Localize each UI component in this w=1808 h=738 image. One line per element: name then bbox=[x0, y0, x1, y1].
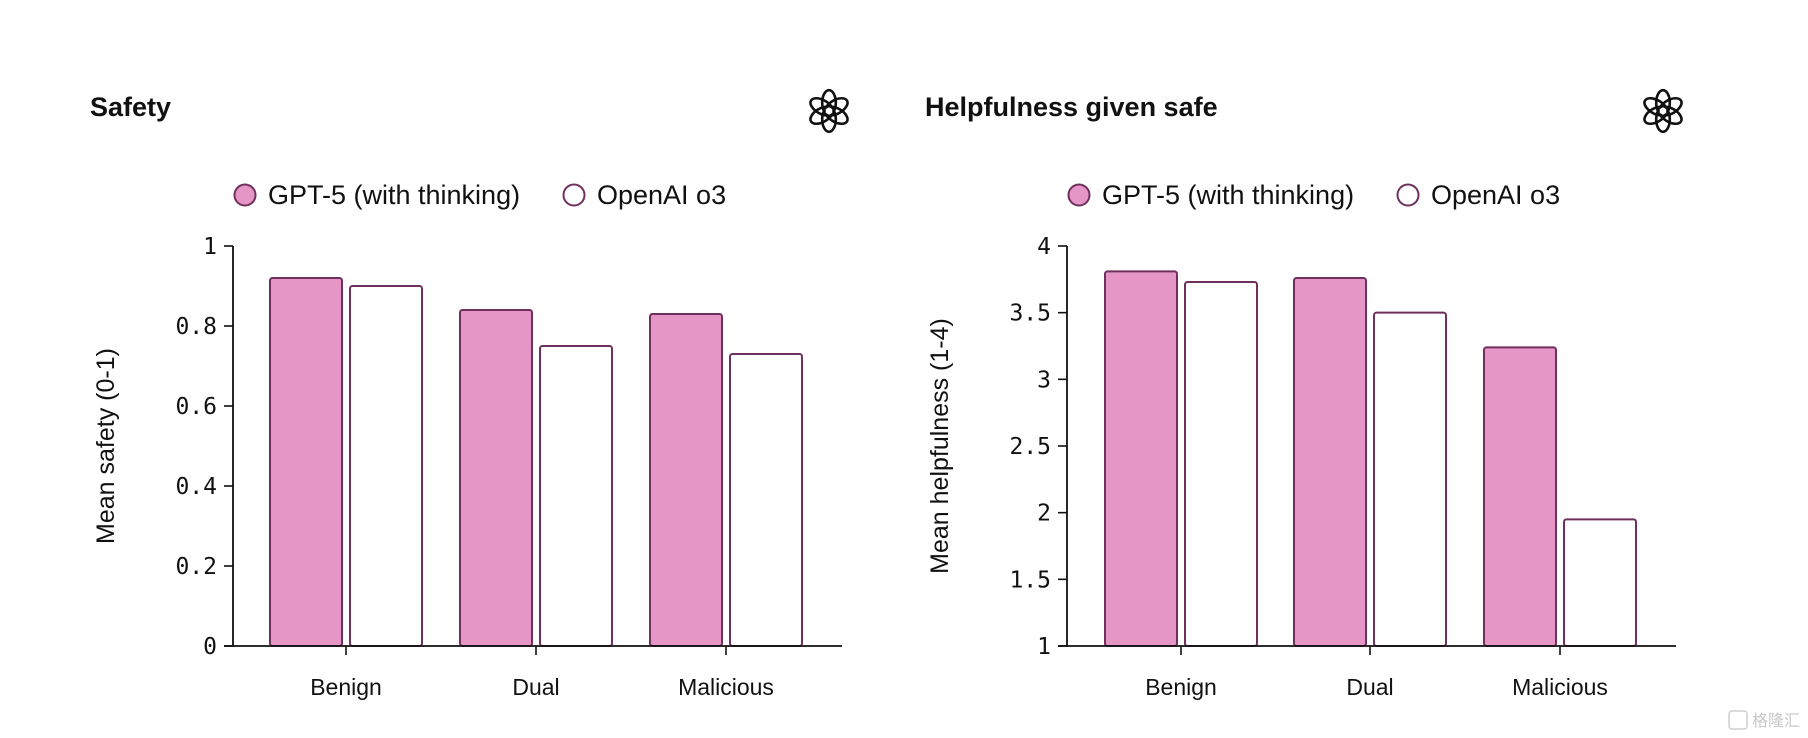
legend-label: OpenAI o3 bbox=[597, 180, 726, 210]
x-tick-label: Benign bbox=[310, 674, 382, 700]
y-tick-label: 1 bbox=[1037, 634, 1051, 660]
bar-o3-malicious bbox=[1563, 518, 1637, 647]
chart-panel-2: Helpfulness given safe GPT-5 (with thinki… bbox=[925, 88, 1683, 700]
y-axis-title: Mean safety (0-1) bbox=[92, 348, 120, 544]
legend-label: GPT-5 (with thinking) bbox=[268, 180, 520, 210]
y-tick-label: 4 bbox=[1037, 234, 1051, 260]
y-tick-label: 1.5 bbox=[1009, 567, 1051, 593]
y-axis-title: Mean helpfulness (1-4) bbox=[926, 318, 954, 574]
x-tick-label: Dual bbox=[1346, 674, 1393, 700]
bar-o3-benign bbox=[349, 285, 423, 647]
openai-logo-icon bbox=[809, 88, 849, 134]
bar-gpt5-malicious bbox=[1483, 346, 1557, 647]
y-tick-label: 0.4 bbox=[175, 474, 217, 500]
watermark-text: 格隆汇 bbox=[1752, 711, 1800, 730]
y-tick-label: 3.5 bbox=[1009, 301, 1051, 327]
x-tick-label: Dual bbox=[512, 674, 559, 700]
y-tick-label: 2.5 bbox=[1009, 434, 1051, 460]
legend-swatch-gpt5 bbox=[233, 183, 257, 207]
legend-label: OpenAI o3 bbox=[1431, 180, 1560, 210]
watermark: 格隆汇 bbox=[1728, 710, 1800, 730]
x-tick-label: Malicious bbox=[678, 674, 774, 700]
bar-o3-benign bbox=[1184, 281, 1258, 647]
legend-swatch-o3 bbox=[1396, 183, 1420, 207]
y-tick-label: 0.2 bbox=[175, 554, 217, 580]
legend-swatch-gpt5 bbox=[1067, 183, 1091, 207]
bar-gpt5-dual bbox=[459, 309, 533, 647]
y-tick-label: 0 bbox=[203, 634, 217, 660]
x-tick-label: Malicious bbox=[1512, 674, 1608, 700]
bar-o3-dual bbox=[539, 345, 613, 647]
bar-gpt5-malicious bbox=[649, 313, 723, 647]
y-tick-label: 0.6 bbox=[175, 394, 217, 420]
legend-swatch-o3 bbox=[562, 183, 586, 207]
bar-o3-malicious bbox=[729, 353, 803, 647]
bar-o3-dual bbox=[1373, 311, 1447, 647]
y-tick-label: 2 bbox=[1037, 501, 1051, 527]
openai-logo-icon bbox=[1643, 88, 1683, 134]
chart-title: Safety bbox=[90, 92, 171, 122]
legend: GPT-5 (with thinking) OpenAI o3 bbox=[233, 180, 726, 210]
bar-gpt5-benign bbox=[269, 277, 343, 647]
y-tick-label: 0.8 bbox=[175, 314, 217, 340]
legend-label: GPT-5 (with thinking) bbox=[1102, 180, 1354, 210]
y-tick-label: 1 bbox=[203, 234, 217, 260]
bar-gpt5-benign bbox=[1104, 270, 1178, 647]
chart-panel-1: Safety GPT-5 (with thinking) OpenAI o3 0 0.2… bbox=[90, 88, 849, 700]
legend: GPT-5 (with thinking) OpenAI o3 bbox=[1067, 180, 1560, 210]
x-tick-label: Benign bbox=[1145, 674, 1217, 700]
y-tick-label: 3 bbox=[1037, 367, 1051, 393]
bar-gpt5-dual bbox=[1293, 277, 1367, 647]
watermark-logo-icon bbox=[1728, 710, 1748, 730]
chart-title: Helpfulness given safe bbox=[925, 92, 1218, 122]
